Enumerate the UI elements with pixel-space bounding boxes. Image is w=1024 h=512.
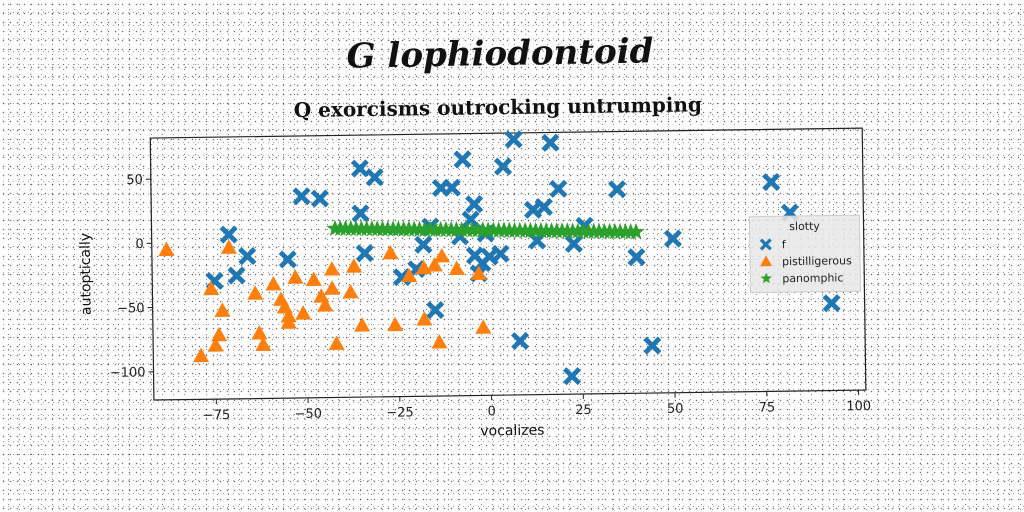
- scatter-point-f: [822, 294, 841, 313]
- scatter-point-f: [643, 336, 662, 355]
- scatter-point-f: [278, 250, 297, 269]
- scatter-point-f: [493, 157, 513, 176]
- scatter-point-f: [562, 367, 582, 386]
- legend-label-pistilligerous: pistilligerous: [782, 254, 852, 268]
- scatter-point-pistilligerous: [214, 302, 231, 317]
- scatter-point-pistilligerous: [328, 335, 345, 351]
- x-tick-label: 25: [575, 403, 592, 418]
- scatter-point-pistilligerous: [255, 336, 272, 352]
- scatter-point-f: [465, 195, 484, 214]
- legend-label-panomphic: panomphic: [782, 271, 843, 285]
- scatter-point-f: [564, 234, 583, 253]
- x-tick-label: −50: [294, 407, 322, 422]
- scatter-point-f: [491, 244, 510, 263]
- scatter-point-pistilligerous: [382, 244, 399, 260]
- legend-box: [748, 214, 861, 294]
- scatter-point-pistilligerous: [401, 267, 418, 283]
- scatter-point-f: [762, 172, 781, 192]
- scatter-point-pistilligerous: [317, 297, 334, 312]
- scatter-point-f: [227, 266, 246, 285]
- y-tick-label: −50: [117, 301, 145, 316]
- y-tick-label: 50: [126, 173, 143, 188]
- scatter-point-pistilligerous: [220, 239, 237, 254]
- x-tick-label: −75: [203, 408, 231, 423]
- scatter-point-pistilligerous: [265, 276, 282, 291]
- scatter-point-f: [426, 300, 445, 320]
- scatter-point-pistilligerous: [158, 241, 175, 257]
- y-axis-label: autoptically: [78, 233, 95, 315]
- x-axis-label: vocalizes: [480, 423, 544, 440]
- scatter-point-f: [541, 133, 560, 152]
- legend-marker-f: [759, 238, 772, 251]
- legend-marker-panomphic: [760, 272, 772, 284]
- scatter-point-f: [663, 229, 682, 248]
- scatter-point-f: [608, 180, 627, 199]
- scatter-point-pistilligerous: [203, 280, 220, 296]
- scatter-point-pistilligerous: [354, 317, 371, 332]
- scatter-point-pistilligerous: [251, 325, 268, 340]
- legend-label-f: f: [782, 238, 787, 251]
- scatter-point-pistilligerous: [305, 271, 322, 287]
- scatter-point-pistilligerous: [475, 319, 492, 334]
- scatter-point-f: [627, 248, 646, 267]
- scatter-point-f: [238, 247, 257, 266]
- x-tick-label: −25: [386, 405, 414, 420]
- scatter-point-pistilligerous: [247, 285, 264, 300]
- y-tick-label: −100: [110, 365, 146, 380]
- x-tick-label: 75: [759, 400, 776, 415]
- scatter-point-f: [453, 150, 472, 169]
- scatter-point-f: [534, 197, 554, 217]
- scatter-point-pistilligerous: [426, 257, 443, 272]
- scatter-point-f: [351, 204, 370, 223]
- scatter-point-f: [511, 331, 530, 351]
- scatter-point-pistilligerous: [448, 260, 465, 276]
- scatter-point-pistilligerous: [211, 326, 228, 342]
- scatter-point-pistilligerous: [431, 334, 448, 349]
- scatter-point-f: [292, 187, 311, 206]
- scatter-point-f: [350, 159, 369, 178]
- scatter-point-pistilligerous: [324, 280, 341, 295]
- data-marks: [158, 130, 841, 386]
- scatter-point-f: [355, 244, 374, 263]
- scatter-point-pistilligerous: [295, 305, 312, 320]
- scatter-point-f: [414, 235, 433, 254]
- x-tick-label: 0: [488, 404, 496, 419]
- scatter-point-pistilligerous: [346, 258, 363, 273]
- scatter-point-f: [365, 168, 384, 187]
- legend-marker-pistilligerous: [760, 255, 773, 267]
- y-tick-label: 0: [135, 237, 143, 252]
- scatter-point-pistilligerous: [387, 316, 404, 332]
- scatter-point-pistilligerous: [416, 311, 433, 326]
- scatter-point-pistilligerous: [280, 314, 297, 329]
- scatter-point-f: [310, 189, 330, 208]
- scatter-point-pistilligerous: [207, 337, 224, 352]
- scatter-point-f: [442, 178, 461, 197]
- x-tick-label: 50: [667, 402, 684, 417]
- legend-title: slotty: [789, 220, 820, 233]
- scatter-point-pistilligerous: [433, 247, 450, 263]
- x-tick-label: 100: [846, 399, 871, 414]
- scatter-point-f: [219, 225, 238, 244]
- scatter-point-pistilligerous: [324, 261, 341, 276]
- scatter-point-panomphic: [627, 223, 645, 240]
- scatter-point-pistilligerous: [342, 283, 359, 299]
- scatter-point-pistilligerous: [287, 269, 304, 284]
- scatter-point-pistilligerous: [470, 265, 487, 280]
- axes-group: Q exorcisms outrocking untrumping −75 −50…: [78, 92, 872, 440]
- axis-ticks: −75 −50 −25 0 25 50 75 100 50 0 −50 −100: [110, 173, 872, 424]
- scatter-point-f: [504, 130, 523, 149]
- scatter-point-f: [549, 179, 568, 198]
- scatter-point-pistilligerous: [193, 347, 210, 363]
- chart-title: Q exorcisms outrocking untrumping: [294, 92, 702, 122]
